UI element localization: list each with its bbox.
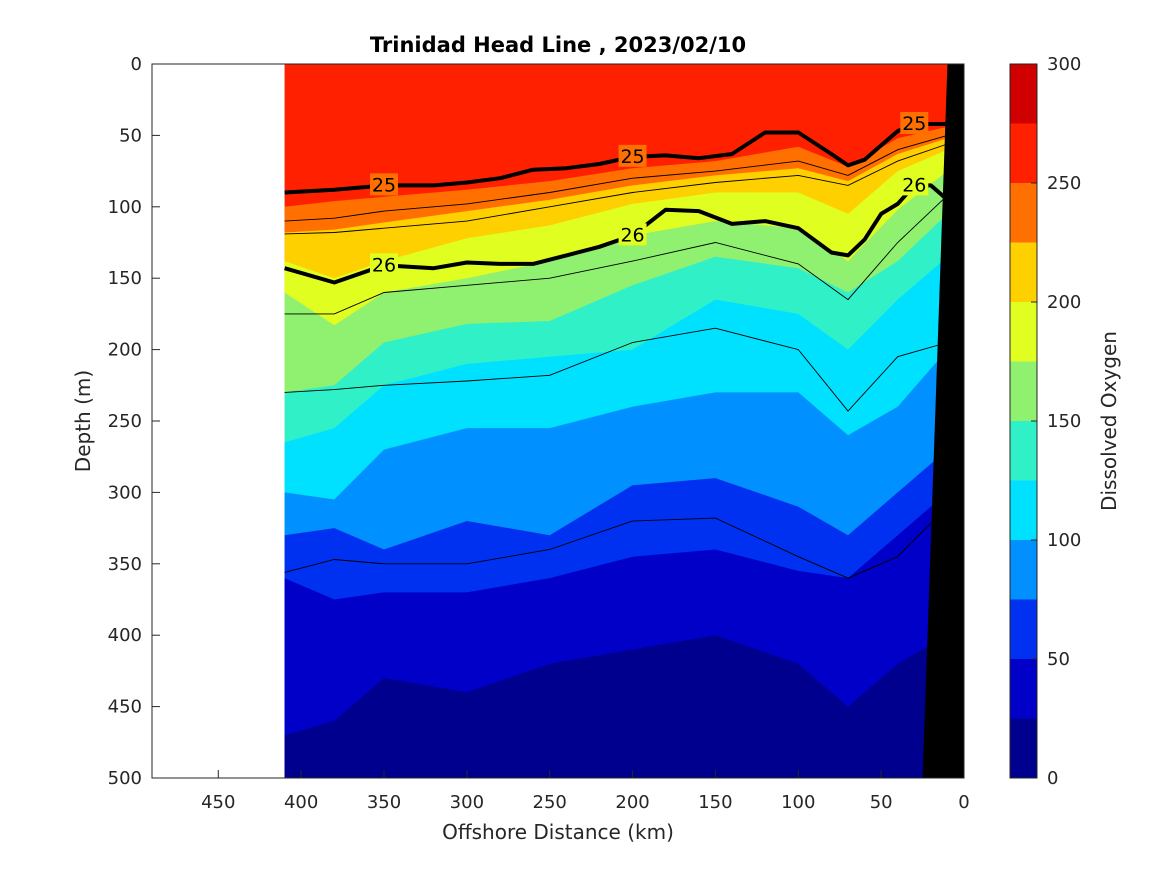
y-tick-label-350: 350 bbox=[108, 554, 142, 575]
density-label-bg bbox=[900, 111, 929, 134]
density-label-bg bbox=[618, 144, 647, 167]
oxygen-isoline-4 bbox=[284, 327, 948, 412]
x-tick-label-150: 150 bbox=[698, 792, 732, 813]
colorbar-tick-label-50: 50 bbox=[1047, 649, 1070, 670]
colorbar-band-250-275 bbox=[1010, 123, 1037, 183]
y-tick-label-500: 500 bbox=[108, 768, 142, 789]
colorbar-band-100-125 bbox=[1010, 480, 1037, 540]
density-label-bg bbox=[618, 223, 647, 246]
y-axis-ticks: 0 50 100 150 200 250 300 350 400 450 500 bbox=[108, 54, 160, 789]
density-contours: 25 25 25 26 26 26 bbox=[284, 111, 949, 285]
y-tick-label-150: 150 bbox=[108, 268, 142, 289]
y-tick-label-50: 50 bbox=[119, 125, 142, 146]
density-contour-label-25-3: 25 bbox=[902, 113, 926, 135]
colorbar-tick-label-250: 250 bbox=[1047, 173, 1081, 194]
colorbar-band-125-150 bbox=[1010, 421, 1037, 481]
colorbar-band-150-175 bbox=[1010, 361, 1037, 421]
y-tick-label-400: 400 bbox=[108, 625, 142, 646]
x-tick-label-350: 350 bbox=[367, 792, 401, 813]
y-axis-label: Depth (m) bbox=[71, 370, 95, 472]
y-tick-label-300: 300 bbox=[108, 482, 142, 503]
y-tick-label-250: 250 bbox=[108, 411, 142, 432]
density-label-bg bbox=[370, 173, 398, 196]
y-tick-label-200: 200 bbox=[108, 340, 142, 361]
colorbar-label: Dissolved Oxygen bbox=[1097, 331, 1121, 511]
oxygen-isoline-5 bbox=[284, 506, 948, 579]
colorbar-band-50-75 bbox=[1010, 599, 1037, 659]
colorbar-band-200-225 bbox=[1010, 242, 1037, 302]
density-contour-25 bbox=[284, 122, 948, 195]
x-tick-label-250: 250 bbox=[533, 792, 567, 813]
colorbar-band-75-100 bbox=[1010, 540, 1037, 600]
density-label-bg bbox=[370, 253, 398, 276]
colorbar-band-275-300 bbox=[1010, 64, 1037, 124]
density-contour-label-25-2: 25 bbox=[620, 146, 644, 168]
x-tick-label-400: 400 bbox=[284, 792, 318, 813]
colorbar-tick-label-100: 100 bbox=[1047, 530, 1081, 551]
x-axis-label: Offshore Distance (km) bbox=[442, 820, 674, 844]
oxygen-isoline-3 bbox=[284, 195, 948, 315]
x-axis-ticks: 450 400 350 300 250 200 150 100 50 0 bbox=[201, 770, 970, 813]
x-tick-label-200: 200 bbox=[615, 792, 649, 813]
chart-title: Trinidad Head Line , 2023/02/10 bbox=[370, 33, 746, 57]
x-tick-label-0: 0 bbox=[958, 792, 969, 813]
oxygen-isoline-1 bbox=[284, 143, 948, 235]
bathymetry bbox=[922, 64, 964, 778]
oxygen-isoline-2 bbox=[284, 134, 948, 222]
y-tick-label-0: 0 bbox=[131, 54, 142, 75]
density-contour-label-26-3: 26 bbox=[902, 174, 926, 196]
colorbar-tick-label-0: 0 bbox=[1047, 768, 1058, 789]
seafloor-bathymetry bbox=[922, 64, 964, 778]
oxygen-band-below-25 bbox=[284, 635, 948, 778]
oxygen-isolines bbox=[284, 134, 948, 579]
oxygen-contour-fills bbox=[284, 64, 948, 778]
colorbar: 0 50 100 150 200 250 300 bbox=[1009, 54, 1081, 789]
density-label-bg bbox=[900, 173, 929, 196]
x-tick-label-300: 300 bbox=[450, 792, 484, 813]
density-contour-label-26-2: 26 bbox=[620, 224, 644, 246]
colorbar-tick-label-300: 300 bbox=[1047, 54, 1081, 75]
x-tick-label-450: 450 bbox=[201, 792, 235, 813]
density-contour-label-25-1: 25 bbox=[372, 174, 396, 196]
y-tick-label-450: 450 bbox=[108, 697, 142, 718]
density-contour-label-26-1: 26 bbox=[372, 254, 396, 276]
colorbar-tick-label-150: 150 bbox=[1047, 411, 1081, 432]
density-contour-26 bbox=[284, 183, 949, 285]
colorbar-band-225-250 bbox=[1010, 183, 1037, 243]
colorbar-band-0-25 bbox=[1010, 718, 1037, 778]
colorbar-band-175-200 bbox=[1010, 302, 1037, 362]
colorbar-band-25-50 bbox=[1010, 659, 1037, 719]
x-tick-label-100: 100 bbox=[781, 792, 815, 813]
y-tick-label-100: 100 bbox=[108, 197, 142, 218]
colorbar-tick-label-200: 200 bbox=[1047, 292, 1081, 313]
x-tick-label-50: 50 bbox=[870, 792, 893, 813]
